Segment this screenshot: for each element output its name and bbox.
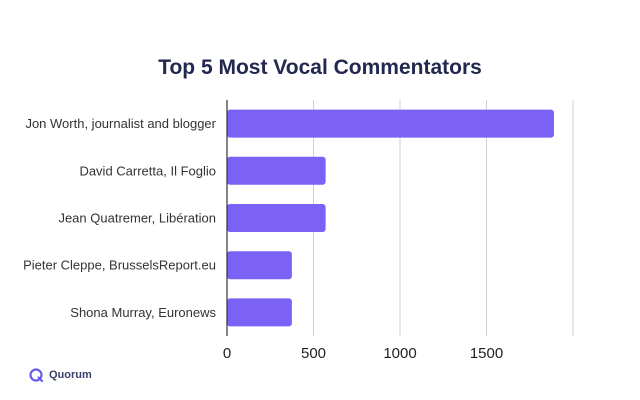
brand-name: Quorum [49, 369, 92, 381]
category-label: Shona Murray, Euronews [70, 305, 216, 320]
chart-title: Top 5 Most Vocal Commentators [158, 56, 482, 79]
brand-logo: Quorum [28, 367, 92, 383]
category-label: Jean Quatremer, Libération [58, 211, 216, 226]
bars [227, 109, 554, 327]
category-label: Pieter Cleppe, BrusselsReport.eu [23, 258, 216, 273]
quorum-logo-icon [29, 368, 44, 383]
bar [227, 204, 326, 232]
bar [227, 109, 554, 138]
bar [227, 156, 326, 185]
category-label: David Carretta, Il Foglio [79, 163, 216, 178]
category-label: Jon Worth, journalist and blogger [25, 116, 216, 131]
x-tick-label: 500 [301, 345, 326, 362]
category-labels: Jon Worth, journalist and blogger David C… [23, 116, 217, 320]
bar [227, 298, 292, 327]
x-tick-label: 1000 [383, 345, 416, 362]
bar [227, 251, 292, 280]
x-tick-label: 0 [223, 345, 231, 362]
x-axis-ticks: 0 500 1000 1500 [223, 345, 503, 362]
x-tick-label: 1500 [470, 345, 503, 362]
